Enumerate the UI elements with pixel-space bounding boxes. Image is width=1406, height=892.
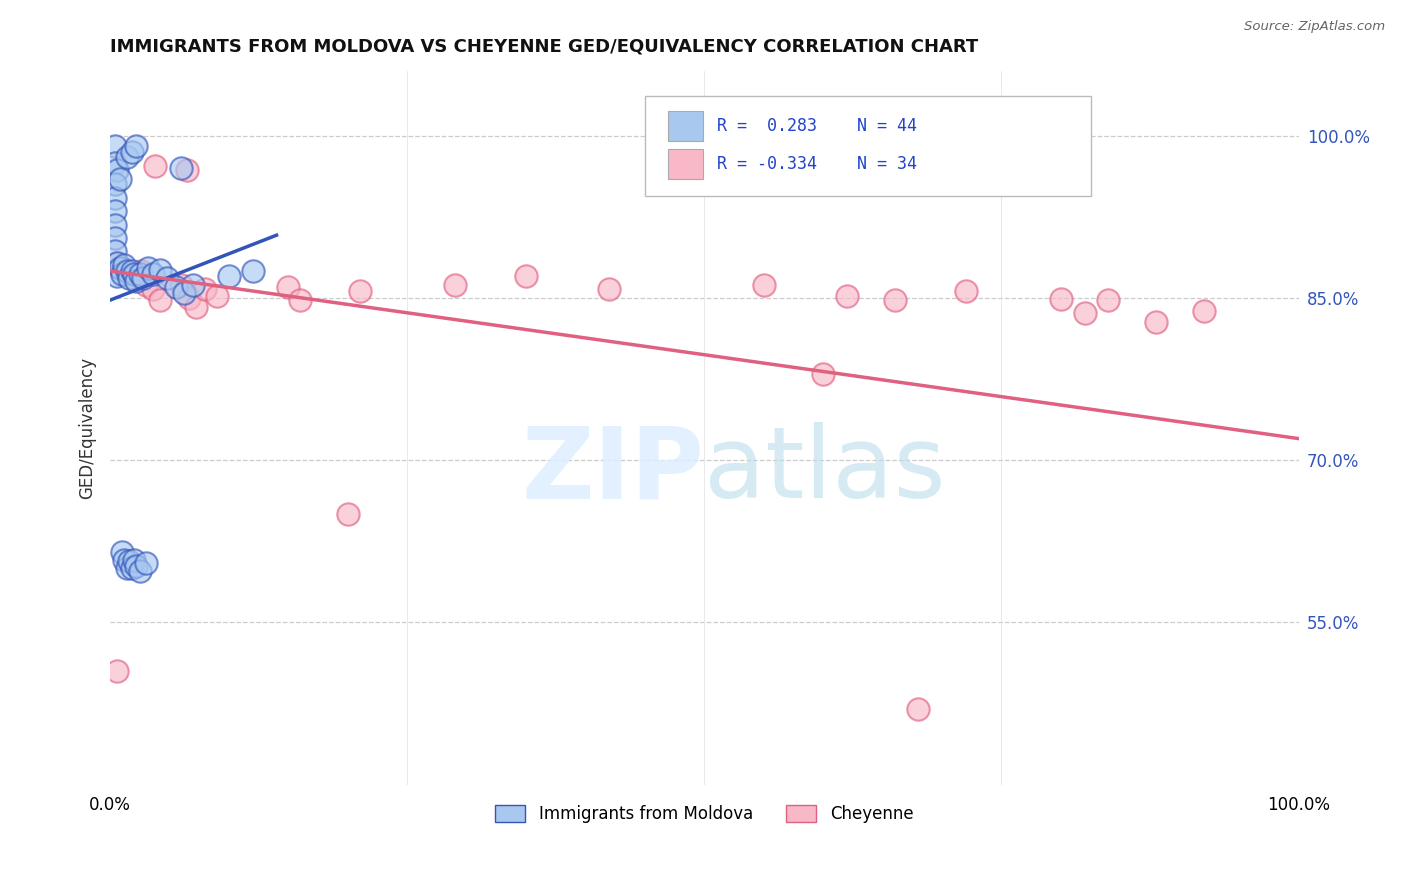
Point: [104, 204, 127, 219]
Point: [104, 155, 127, 169]
Point: [104, 244, 127, 259]
Text: IMMIGRANTS FROM MOLDOVA VS CHEYENNE GED/EQUIVALENCY CORRELATION CHART: IMMIGRANTS FROM MOLDOVA VS CHEYENNE GED/…: [110, 37, 979, 55]
Point: [170, 161, 193, 175]
Point: [132, 271, 155, 285]
Point: [835, 289, 858, 303]
Point: [121, 145, 143, 159]
Text: Source: ZipAtlas.com: Source: ZipAtlas.com: [1244, 20, 1385, 33]
Point: [105, 269, 128, 284]
Point: [118, 271, 141, 285]
Point: [136, 260, 159, 275]
Point: [104, 191, 127, 205]
Point: [176, 163, 198, 178]
Point: [105, 664, 128, 678]
Point: [125, 139, 148, 153]
Text: atlas: atlas: [704, 422, 946, 519]
Point: [112, 553, 135, 567]
Point: [218, 269, 240, 284]
FancyBboxPatch shape: [645, 95, 1091, 195]
Point: [142, 267, 165, 281]
Point: [205, 289, 228, 303]
Text: R = -0.334    N = 34: R = -0.334 N = 34: [717, 154, 918, 172]
Point: [118, 554, 141, 568]
Point: [515, 269, 537, 284]
Point: [883, 293, 905, 307]
Point: [111, 267, 134, 281]
Point: [598, 282, 620, 296]
Point: [108, 260, 131, 275]
Point: [1050, 292, 1073, 306]
Point: [336, 508, 359, 522]
Point: [184, 300, 207, 314]
Point: [349, 285, 371, 299]
Point: [128, 267, 150, 281]
Point: [1144, 315, 1167, 329]
Point: [1073, 306, 1095, 320]
Point: [105, 256, 128, 270]
Point: [955, 285, 977, 299]
Bar: [668, 112, 703, 142]
Point: [115, 264, 138, 278]
Point: [122, 271, 145, 285]
Point: [194, 282, 217, 296]
Point: [156, 271, 179, 285]
Point: [170, 277, 193, 292]
Point: [105, 256, 128, 270]
Point: [111, 545, 134, 559]
Point: [183, 277, 205, 292]
Point: [290, 293, 312, 307]
Point: [149, 293, 172, 307]
Point: [277, 280, 299, 294]
Point: [111, 260, 134, 275]
Legend: Immigrants from Moldova, Cheyenne: Immigrants from Moldova, Cheyenne: [489, 798, 920, 830]
Point: [104, 231, 127, 245]
Point: [121, 264, 143, 278]
Point: [752, 277, 775, 292]
Point: [104, 139, 127, 153]
Point: [129, 264, 152, 278]
Point: [149, 262, 172, 277]
Bar: [668, 149, 703, 178]
Point: [125, 274, 148, 288]
Point: [115, 150, 138, 164]
Point: [122, 553, 145, 567]
Point: [125, 559, 148, 574]
Y-axis label: GED/Equivalency: GED/Equivalency: [79, 357, 96, 499]
Point: [121, 561, 143, 575]
Point: [1192, 304, 1215, 318]
Point: [108, 172, 131, 186]
Point: [105, 163, 128, 178]
Point: [242, 264, 264, 278]
Point: [143, 159, 166, 173]
Point: [104, 178, 127, 192]
Point: [443, 277, 465, 292]
Point: [104, 219, 127, 233]
Point: [135, 277, 157, 292]
Point: [112, 259, 135, 273]
Point: [907, 702, 929, 716]
Text: R =  0.283    N = 44: R = 0.283 N = 44: [717, 118, 918, 136]
Point: [165, 280, 187, 294]
Text: ZIP: ZIP: [522, 422, 704, 519]
Point: [135, 556, 157, 570]
Point: [142, 282, 165, 296]
Point: [1097, 293, 1119, 307]
Point: [177, 291, 200, 305]
Point: [173, 285, 195, 300]
Point: [115, 267, 138, 281]
Point: [811, 367, 834, 381]
Point: [128, 564, 150, 578]
Point: [115, 561, 138, 575]
Point: [122, 267, 145, 281]
